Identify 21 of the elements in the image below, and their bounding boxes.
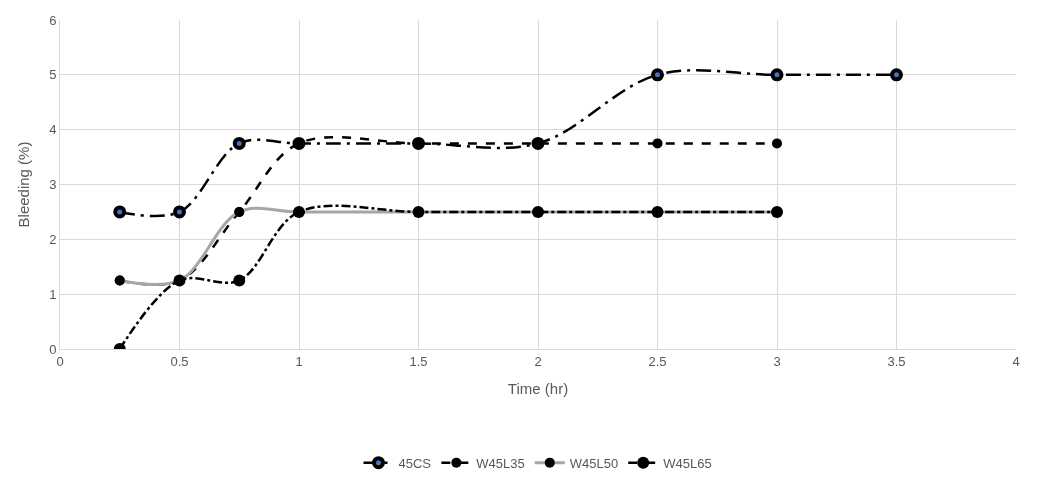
x-tick-label: 3 — [773, 353, 781, 369]
x-tick-label: 1.5 — [409, 353, 428, 369]
x-tick-label: 2.5 — [648, 353, 667, 369]
x-tick-label: 0.5 — [170, 353, 189, 369]
y-tick-label: 3 — [49, 177, 57, 193]
y-tick-label: 5 — [49, 67, 57, 83]
y-tick-label: 2 — [49, 231, 57, 247]
x-tick-label: 2 — [534, 353, 542, 369]
y-tick-label: 1 — [49, 286, 57, 302]
legend-label: W45L35 — [476, 455, 525, 471]
legend-label: 45CS — [398, 455, 432, 471]
y-tick-label: 4 — [49, 122, 57, 138]
y-tick-label: 6 — [49, 12, 57, 28]
legend-label: W45L50 — [569, 455, 619, 471]
legend-label: W45L65 — [663, 455, 712, 471]
x-tick-label: 4 — [1012, 353, 1020, 369]
y-axis-title: Bleeding (%) — [15, 141, 33, 228]
x-tick-label: 1 — [295, 353, 303, 369]
x-tick-label: 3.5 — [887, 353, 906, 369]
x-axis-title: Time (hr) — [507, 379, 569, 397]
y-tick-label: 0 — [49, 341, 57, 357]
